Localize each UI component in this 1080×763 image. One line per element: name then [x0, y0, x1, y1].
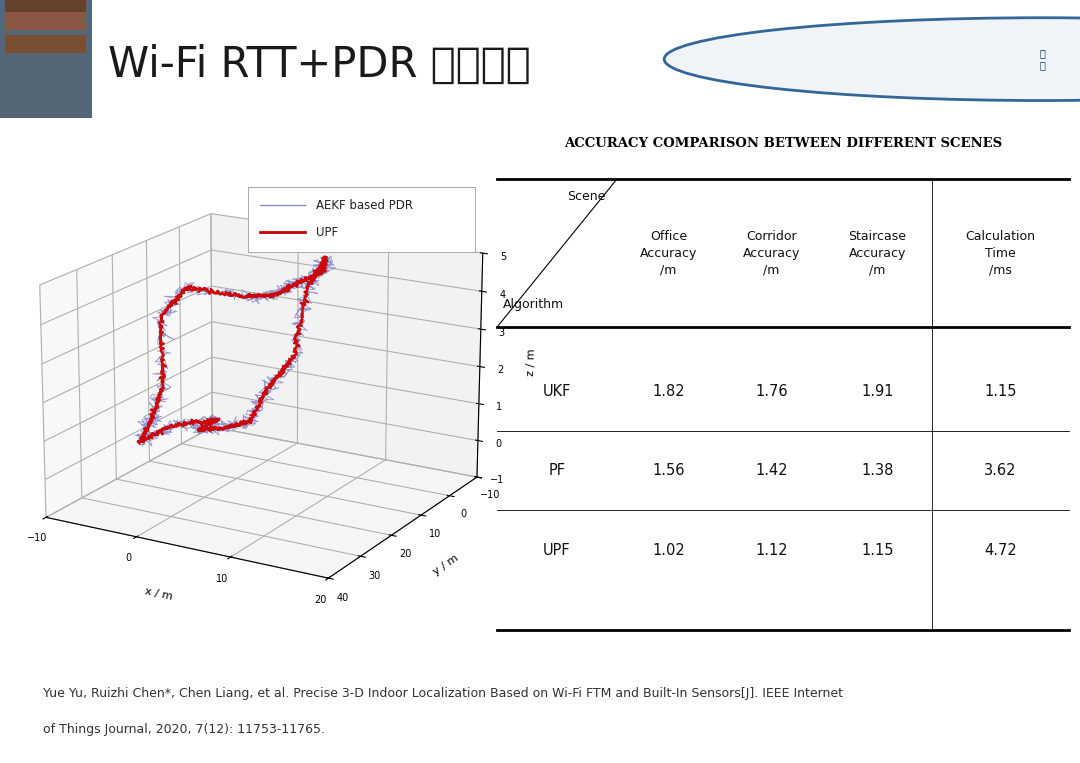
Text: UPF: UPF [543, 542, 570, 558]
Text: 1.38: 1.38 [861, 463, 893, 478]
Text: AEKF based PDR: AEKF based PDR [316, 198, 414, 211]
Text: 1.82: 1.82 [652, 384, 685, 398]
Y-axis label: y / m: y / m [432, 553, 461, 577]
Bar [5, 11, 86, 30]
Text: Yue Yu, Ruizhi Chen*, Chen Liang, et al. Precise 3-D Indoor Localization Based o: Yue Yu, Ruizhi Chen*, Chen Liang, et al.… [43, 687, 843, 700]
Text: 3.62: 3.62 [984, 463, 1016, 478]
Text: 1.91: 1.91 [861, 384, 893, 398]
Text: UPF: UPF [316, 226, 338, 239]
Text: 1.02: 1.02 [652, 542, 685, 558]
Text: 1.76: 1.76 [755, 384, 788, 398]
Text: UKF: UKF [543, 384, 571, 398]
Text: 4.72: 4.72 [984, 542, 1017, 558]
Text: Scene: Scene [567, 189, 606, 202]
Text: 1.12: 1.12 [755, 542, 788, 558]
Text: 1.15: 1.15 [984, 384, 1016, 398]
Text: 1.15: 1.15 [861, 542, 893, 558]
Text: 1.42: 1.42 [755, 463, 788, 478]
Text: of Things Journal, 2020, 7(12): 11753-11765.: of Things Journal, 2020, 7(12): 11753-11… [43, 723, 325, 736]
Text: 1.56: 1.56 [652, 463, 685, 478]
Text: Calculation
Time
/ms: Calculation Time /ms [966, 230, 1036, 277]
Text: Staircase
Accuracy
/m: Staircase Accuracy /m [849, 230, 906, 277]
Bar [5, 35, 86, 53]
Text: PF: PF [549, 463, 566, 478]
X-axis label: x / m: x / m [144, 587, 174, 602]
Text: 武
大: 武 大 [1039, 48, 1045, 70]
Text: Algorithm: Algorithm [502, 298, 564, 311]
Text: Corridor
Accuracy
/m: Corridor Accuracy /m [743, 230, 800, 277]
Text: ACCURACY COMPARISON BETWEEN DIFFERENT SCENES: ACCURACY COMPARISON BETWEEN DIFFERENT SC… [564, 137, 1002, 150]
Bar [5, 0, 86, 11]
Circle shape [664, 18, 1080, 101]
Bar [0, 0, 92, 118]
Text: Office
Accuracy
/m: Office Accuracy /m [639, 230, 698, 277]
Text: Wi-Fi RTT+PDR 三维定位: Wi-Fi RTT+PDR 三维定位 [108, 44, 530, 86]
